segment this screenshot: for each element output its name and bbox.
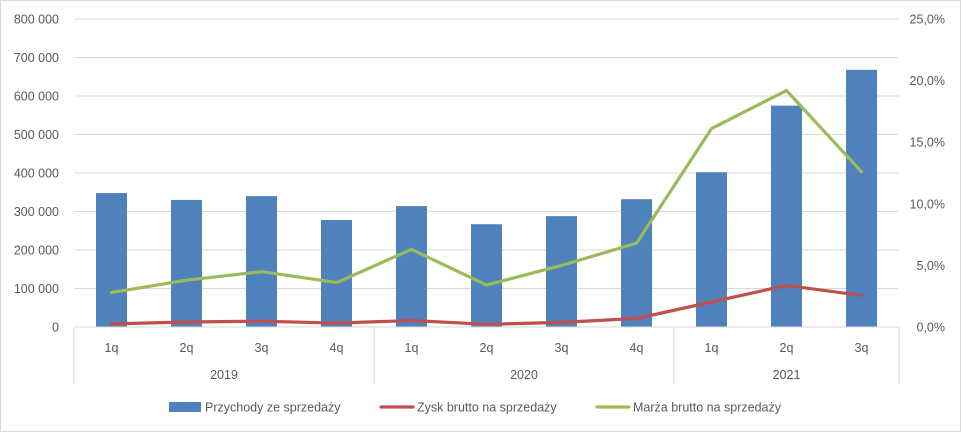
legend-label: Przychody ze sprzedaży bbox=[205, 401, 341, 415]
right-axis-tick-label: 25,0% bbox=[910, 13, 945, 27]
legend-label: Zysk brutto na sprzedaży bbox=[417, 401, 557, 415]
category-tick-label: 3q bbox=[255, 341, 269, 355]
category-tick-label: 2q bbox=[180, 341, 194, 355]
legend-swatch-bar bbox=[169, 402, 201, 412]
category-tick-label: 2q bbox=[480, 341, 494, 355]
category-tick-label: 1q bbox=[405, 341, 419, 355]
bar bbox=[321, 219, 352, 327]
category-tick-label: 3q bbox=[555, 341, 569, 355]
category-tick-label: 3q bbox=[855, 341, 869, 355]
group-label: 2020 bbox=[510, 368, 538, 382]
bar bbox=[471, 224, 502, 327]
left-axis-tick-label: 800 000 bbox=[14, 13, 59, 27]
left-axis-tick-label: 200 000 bbox=[14, 244, 59, 258]
right-axis-tick-label: 15,0% bbox=[910, 136, 945, 150]
right-axis-tick-label: 20,0% bbox=[910, 74, 945, 88]
left-axis-tick-label: 600 000 bbox=[14, 90, 59, 104]
left-axis-tick-label: 0 bbox=[52, 321, 59, 335]
left-axis-tick-label: 100 000 bbox=[14, 282, 59, 296]
category-tick-label: 1q bbox=[105, 341, 119, 355]
group-label: 2021 bbox=[773, 368, 801, 382]
left-axis-tick-label: 300 000 bbox=[14, 205, 59, 219]
left-axis-tick-label: 700 000 bbox=[14, 51, 59, 65]
category-tick-label: 1q bbox=[705, 341, 719, 355]
right-axis-tick-label: 5,0% bbox=[917, 259, 946, 273]
bar bbox=[621, 199, 652, 327]
right-axis-tick-label: 0,0% bbox=[917, 321, 946, 335]
category-tick-label: 2q bbox=[780, 341, 794, 355]
group-label: 2019 bbox=[210, 368, 238, 382]
bar bbox=[171, 199, 202, 327]
category-tick-label: 4q bbox=[330, 341, 344, 355]
bar bbox=[396, 206, 427, 327]
left-axis-tick-label: 500 000 bbox=[14, 128, 59, 142]
legend-label: Marża brutto na sprzedaży bbox=[633, 401, 782, 415]
profit-line bbox=[109, 283, 864, 326]
bar bbox=[546, 216, 577, 327]
bar bbox=[246, 196, 277, 327]
bar bbox=[96, 193, 127, 327]
left-axis-tick-label: 400 000 bbox=[14, 167, 59, 181]
bar bbox=[846, 69, 877, 327]
right-axis-tick-label: 10,0% bbox=[910, 197, 945, 211]
margin-line bbox=[109, 88, 864, 295]
bar bbox=[771, 105, 802, 327]
category-tick-label: 4q bbox=[630, 341, 644, 355]
